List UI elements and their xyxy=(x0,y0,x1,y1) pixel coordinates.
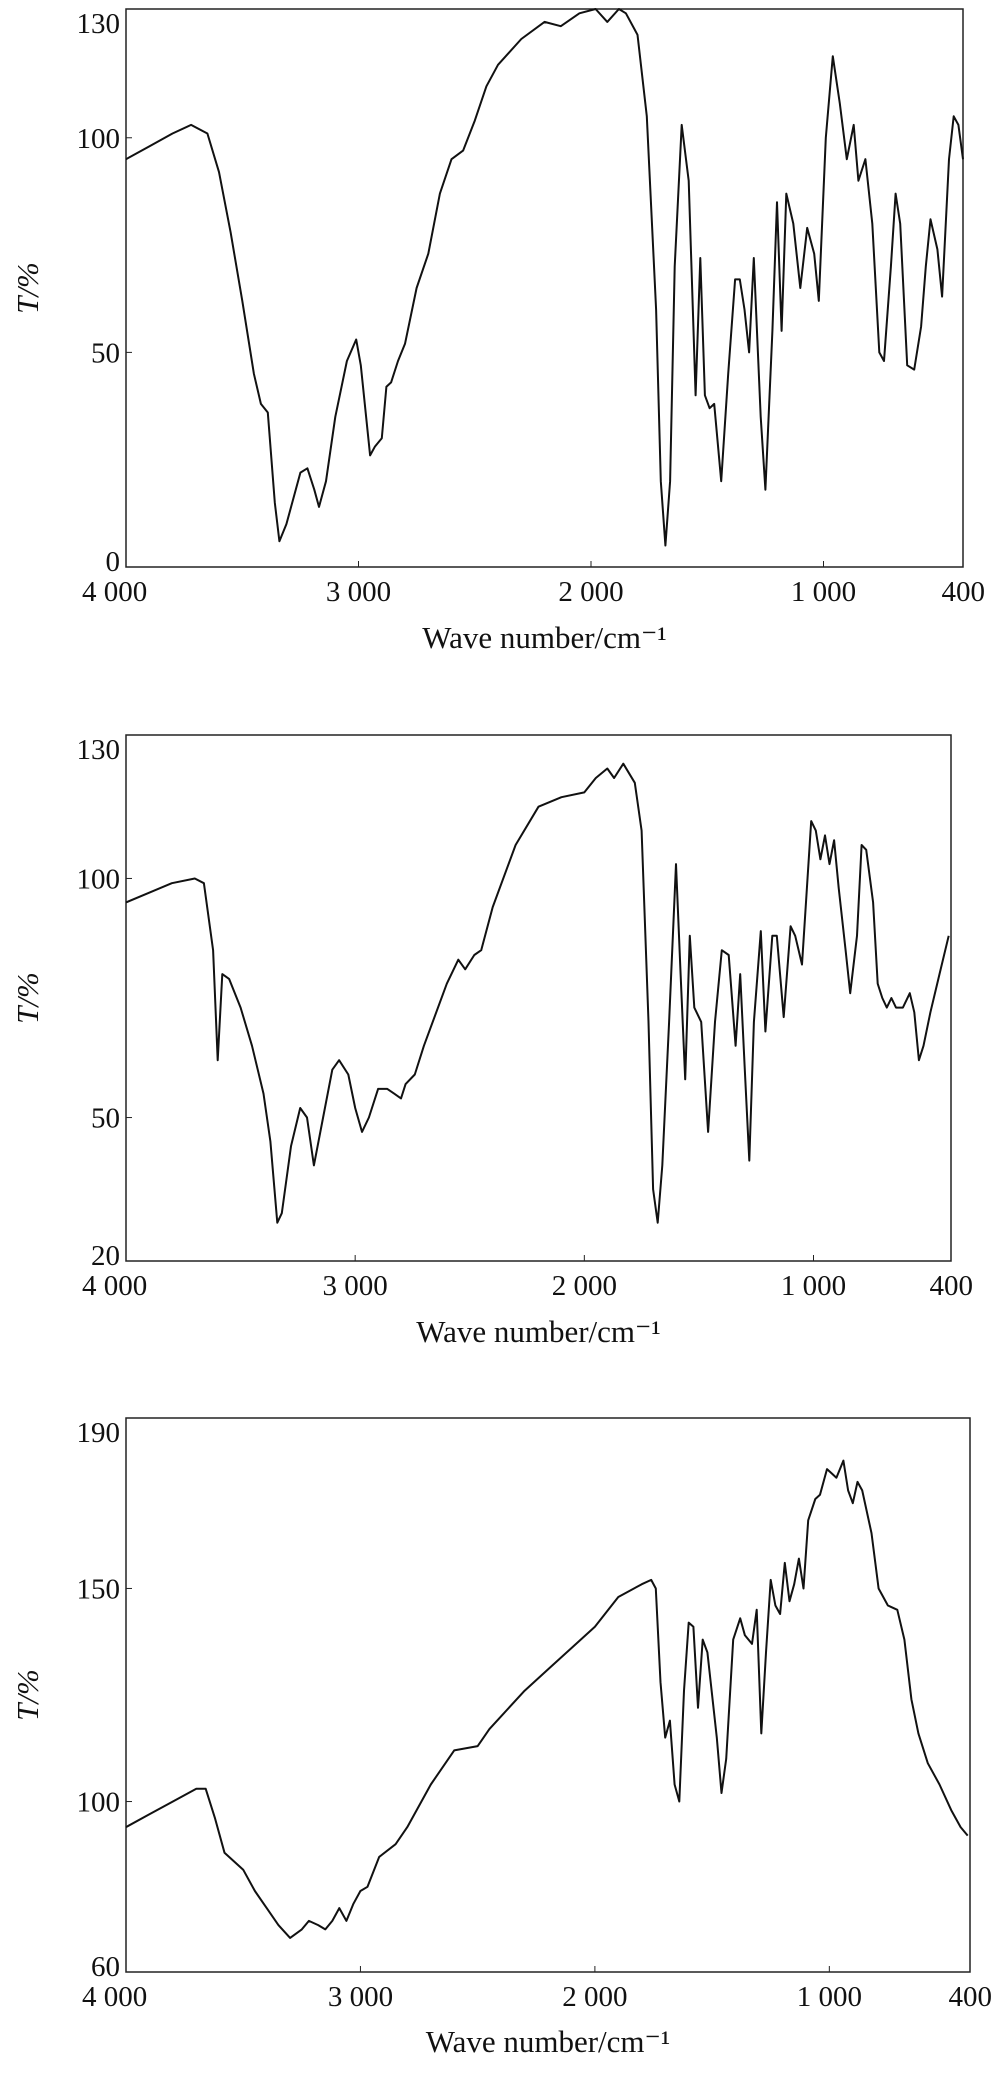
spectrum-line xyxy=(125,8,964,547)
y-tick-label: 60 xyxy=(91,1951,120,1983)
y-tick-label: 150 xyxy=(77,1573,121,1605)
y-tick-label: 190 xyxy=(77,1417,121,1449)
x-tick-label: 4 000 xyxy=(82,576,147,608)
y-tick-label: 100 xyxy=(77,1787,121,1819)
y-tick-label: 100 xyxy=(77,863,121,895)
plot-frame xyxy=(125,734,952,1262)
x-axis-label: Wave number/cm⁻¹ xyxy=(426,2024,670,2059)
y-axis-label: T/% xyxy=(10,972,45,1024)
x-tick-label: 400 xyxy=(942,576,986,608)
plot-frame xyxy=(125,8,964,568)
y-axis-label: T/% xyxy=(10,1669,45,1721)
x-tick-label: 1 000 xyxy=(781,1270,846,1302)
x-tick-label: 2 000 xyxy=(558,576,623,608)
x-tick-label: 400 xyxy=(949,1981,993,2013)
x-tick-label: 4 000 xyxy=(82,1981,147,2013)
x-axis-label: Wave number/cm⁻¹ xyxy=(422,620,666,655)
x-tick-label: 1 000 xyxy=(797,1981,862,2013)
y-tick-label: 20 xyxy=(91,1240,120,1272)
x-tick-label: 3 000 xyxy=(328,1981,393,2013)
plot-frame xyxy=(125,1417,971,1973)
y-axis-label: T/% xyxy=(10,262,45,314)
x-tick-label: 2 000 xyxy=(562,1981,627,2013)
x-tick-label: 400 xyxy=(930,1270,974,1302)
x-tick-label: 1 000 xyxy=(791,576,856,608)
y-tick-label: 50 xyxy=(91,337,120,369)
y-tick-label: 0 xyxy=(106,546,121,578)
y-tick-label: 100 xyxy=(77,123,121,155)
x-tick-label: 3 000 xyxy=(326,576,391,608)
y-tick-label: 50 xyxy=(91,1103,120,1135)
spectrum-line xyxy=(125,1459,969,1939)
x-tick-label: 4 000 xyxy=(82,1270,147,1302)
x-tick-label: 3 000 xyxy=(323,1270,388,1302)
y-tick-label: 130 xyxy=(77,734,121,766)
y-tick-label: 130 xyxy=(77,8,121,40)
spectrum-line xyxy=(125,762,950,1224)
x-tick-label: 2 000 xyxy=(552,1270,617,1302)
x-axis-label: Wave number/cm⁻¹ xyxy=(416,1314,660,1349)
